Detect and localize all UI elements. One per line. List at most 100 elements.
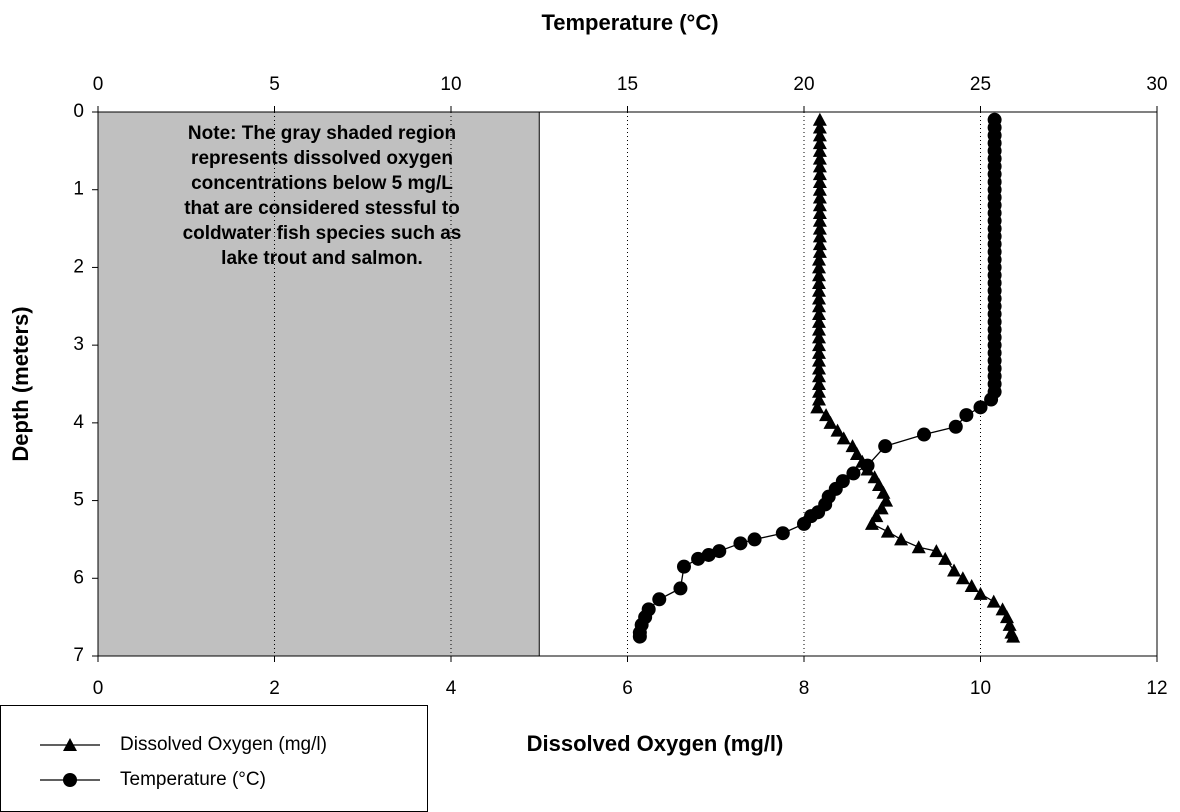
data-point: [878, 439, 893, 454]
data-point: [984, 392, 999, 407]
x-tick-label: 6: [622, 678, 633, 699]
data-point: [812, 275, 827, 289]
x-tick-label: 10: [970, 678, 991, 699]
legend-label: Dissolved Oxygen (mg/l): [120, 734, 327, 755]
data-point: [812, 314, 827, 328]
data-point: [812, 330, 827, 344]
x2-tick-label: 25: [970, 74, 991, 95]
y-tick-label: 1: [73, 179, 84, 200]
data-point: [917, 427, 932, 442]
data-point: [929, 544, 944, 558]
data-point: [830, 423, 845, 437]
data-point: [959, 408, 974, 423]
x2-tick-label: 30: [1146, 74, 1167, 95]
y-tick-label: 0: [73, 101, 84, 122]
y-axis-title: Depth (meters): [8, 306, 33, 461]
data-point: [812, 244, 827, 258]
annotation: Note: The gray shaded region: [188, 123, 456, 144]
data-point: [812, 307, 827, 321]
data-point: [812, 198, 827, 212]
data-point: [947, 563, 962, 577]
data-point: [938, 551, 953, 565]
data-point: [812, 174, 827, 188]
data-point: [812, 128, 827, 142]
data-point: [632, 629, 647, 644]
y-tick-label: 7: [73, 645, 84, 666]
data-point: [812, 268, 827, 282]
data-point: [955, 571, 970, 585]
data-point: [874, 501, 889, 515]
data-point: [810, 400, 825, 414]
data-point: [812, 377, 827, 390]
data-point: [812, 229, 827, 243]
data-point: [849, 446, 864, 460]
data-point: [860, 458, 875, 473]
y-tick-label: 4: [73, 412, 84, 433]
legend-box: [0, 705, 428, 812]
x2-tick-label: 10: [440, 74, 461, 95]
y-tick-label: 6: [73, 567, 84, 588]
legend-marker: [63, 738, 77, 751]
data-point: [1002, 617, 1017, 631]
y-tick-label: 3: [73, 334, 84, 355]
data-point: [812, 182, 827, 196]
legend-marker: [63, 773, 77, 787]
data-point: [775, 526, 790, 541]
data-point: [880, 524, 895, 538]
annotation: coldwater fish species such as: [183, 223, 462, 244]
data-point: [812, 291, 827, 305]
data-point: [691, 551, 706, 566]
data-point: [812, 361, 827, 375]
data-point: [812, 369, 827, 383]
x2-tick-label: 20: [793, 74, 814, 95]
x2-tick-label: 0: [93, 74, 104, 95]
data-point: [797, 516, 811, 531]
x2-tick-label: 5: [269, 74, 280, 95]
data-point: [812, 159, 827, 173]
data-point: [812, 237, 827, 251]
data-point: [812, 338, 827, 352]
annotation: lake trout and salmon.: [221, 248, 423, 269]
data-point: [652, 592, 667, 607]
x-axis-title: Dissolved Oxygen (mg/l): [527, 731, 784, 756]
data-point: [812, 322, 827, 336]
data-point: [712, 544, 727, 559]
data-point: [812, 151, 827, 165]
data-point: [812, 299, 827, 313]
shaded-region: [97, 111, 540, 657]
x2-tick-label: 15: [617, 74, 638, 95]
data-point: [911, 540, 926, 554]
data-point: [948, 419, 963, 434]
data-point: [812, 392, 827, 406]
data-point: [673, 581, 688, 596]
y-tick-label: 2: [73, 256, 84, 277]
x-tick-label: 0: [93, 678, 104, 699]
data-point: [733, 536, 748, 551]
data-point: [836, 431, 851, 445]
data-point: [812, 190, 827, 204]
data-point: [812, 143, 827, 157]
data-point: [812, 136, 827, 150]
data-point: [964, 579, 979, 593]
data-point: [747, 532, 762, 547]
data-point: [812, 213, 827, 227]
data-point: [812, 221, 827, 235]
data-point: [701, 547, 716, 562]
data-point: [894, 532, 909, 546]
data-point: [846, 466, 861, 481]
data-point: [812, 260, 827, 274]
legend-label: Temperature (°C): [120, 769, 266, 790]
annotation: that are considered stessful to: [184, 198, 460, 219]
plot-frame: [97, 111, 1158, 657]
data-point: [812, 112, 827, 126]
data-point: [812, 384, 827, 398]
top-axis-title: Temperature (°C): [541, 10, 718, 35]
data-point: [973, 400, 988, 415]
data-point: [973, 586, 988, 600]
data-point: [864, 516, 879, 530]
data-point: [812, 120, 827, 134]
data-point: [812, 252, 827, 266]
x-tick-label: 2: [269, 678, 280, 699]
data-point: [986, 594, 1001, 608]
